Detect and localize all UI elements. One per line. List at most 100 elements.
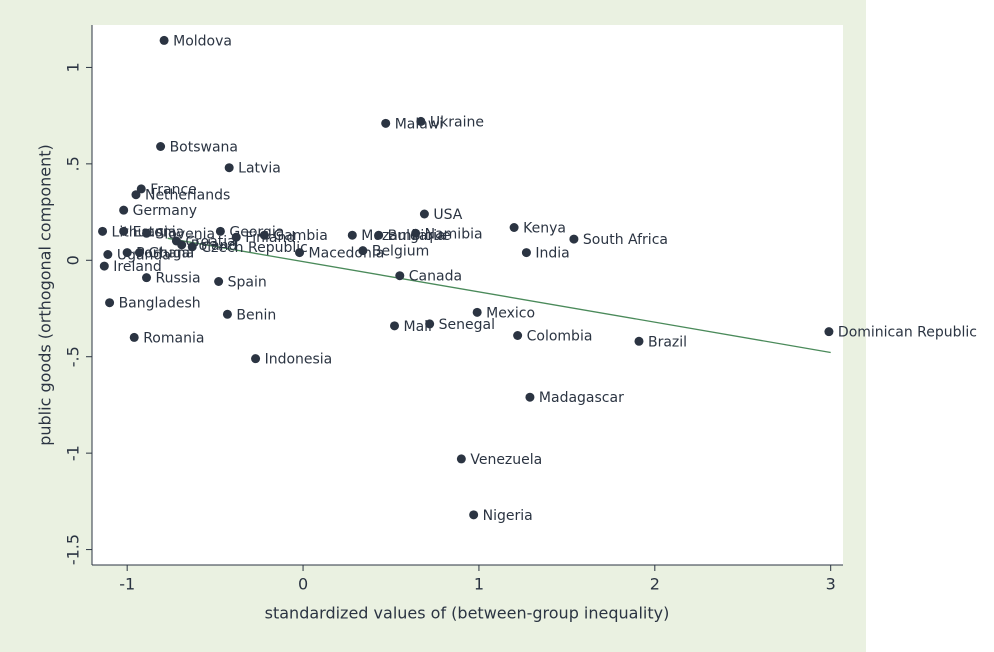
point-label: Russia	[156, 271, 201, 287]
point	[129, 332, 139, 342]
point	[142, 228, 152, 238]
point	[358, 246, 368, 256]
point-label: India	[535, 246, 569, 262]
point-label: Netherlands	[145, 188, 230, 204]
y-tick-label: -.5	[64, 346, 83, 367]
point	[156, 142, 166, 151]
point-label: Ghana	[148, 246, 194, 262]
point-label: Colombia	[527, 329, 593, 345]
point-label: Romania	[143, 330, 204, 346]
point	[295, 248, 305, 258]
y-tick-label: 1	[64, 62, 83, 72]
point	[425, 319, 435, 329]
y-tick-label: -1.5	[64, 534, 83, 565]
point-label: Canada	[409, 269, 462, 285]
point	[525, 392, 535, 402]
point	[224, 163, 234, 173]
y-axis-label: public goods (orthogonal component)	[36, 144, 55, 446]
point-label: Latvia	[238, 161, 281, 177]
point-label: Namibia	[425, 226, 483, 242]
point	[416, 116, 426, 126]
point	[513, 331, 523, 340]
point-label: Portugal	[136, 246, 194, 262]
point-label: Georgia	[229, 224, 284, 240]
point	[99, 261, 109, 271]
point	[142, 273, 152, 283]
point-label: USA	[433, 207, 462, 223]
x-tick-label: 3	[826, 575, 836, 594]
point	[509, 223, 519, 232]
point	[119, 226, 129, 236]
x-tick-label: 0	[298, 575, 308, 594]
point	[347, 230, 357, 240]
point-label: France	[150, 182, 197, 198]
point-label: Poland	[191, 238, 238, 254]
point-label: Mali	[404, 319, 432, 335]
point-label: Mexico	[486, 305, 535, 321]
point	[159, 35, 169, 45]
point	[214, 277, 224, 286]
point	[824, 327, 834, 337]
point	[177, 240, 187, 250]
point-label: Benin	[236, 307, 276, 323]
point	[374, 230, 384, 240]
point-label: South Africa	[583, 232, 668, 248]
x-tick-label: -1	[119, 575, 135, 594]
point	[103, 250, 113, 259]
y-tick-label: 0	[64, 255, 83, 265]
point	[259, 230, 269, 240]
y-tick-label: .5	[64, 156, 83, 171]
point-label: Finland	[245, 230, 295, 246]
point	[98, 226, 108, 236]
point-label: Slovenia	[156, 226, 216, 242]
point	[419, 209, 429, 219]
point	[131, 190, 141, 200]
point-label: Kenya	[523, 221, 566, 237]
point	[105, 298, 115, 308]
fit-line	[167, 237, 831, 354]
point-label: Belgium	[372, 244, 429, 260]
point-label: Mozambique	[361, 228, 450, 244]
point-label: Botswana	[170, 140, 238, 156]
point-label: Spain	[228, 275, 267, 291]
point-label: Indonesia	[265, 352, 333, 368]
point-label: Madagascar	[539, 390, 624, 406]
point	[251, 354, 261, 364]
point	[456, 454, 466, 464]
point-label: Ireland	[113, 259, 161, 275]
plot-area	[92, 25, 843, 565]
point	[390, 321, 400, 331]
point	[134, 248, 144, 258]
point	[231, 232, 241, 242]
point-label: Croatia	[185, 234, 235, 250]
x-tick-label: 2	[650, 575, 660, 594]
point-label: Ukraine	[430, 114, 484, 130]
point	[187, 242, 197, 252]
point-label: Czech Republic	[201, 240, 308, 256]
point-label: Nigeria	[483, 508, 533, 524]
point-label: Dominican Republic	[838, 325, 977, 341]
point	[119, 205, 129, 215]
point	[381, 118, 391, 128]
point	[569, 234, 579, 244]
point	[215, 226, 225, 236]
point	[136, 184, 146, 194]
point	[634, 336, 644, 346]
point	[122, 248, 132, 258]
point-label: Germany	[133, 203, 197, 219]
point-label: Bangladesh	[119, 296, 201, 312]
point-label: Brazil	[648, 334, 687, 350]
point	[472, 307, 482, 317]
y-tick-label: -1	[64, 445, 83, 461]
point	[395, 271, 405, 281]
point	[222, 309, 232, 319]
point-label: Senegal	[439, 317, 495, 333]
point-label: Gambia	[273, 228, 327, 244]
point	[469, 510, 479, 520]
point	[411, 228, 421, 238]
x-tick-label: 1	[474, 575, 484, 594]
x-axis-label: standardized values of (between-group in…	[265, 604, 670, 623]
point-label: Moldova	[173, 33, 232, 49]
point	[521, 248, 531, 258]
